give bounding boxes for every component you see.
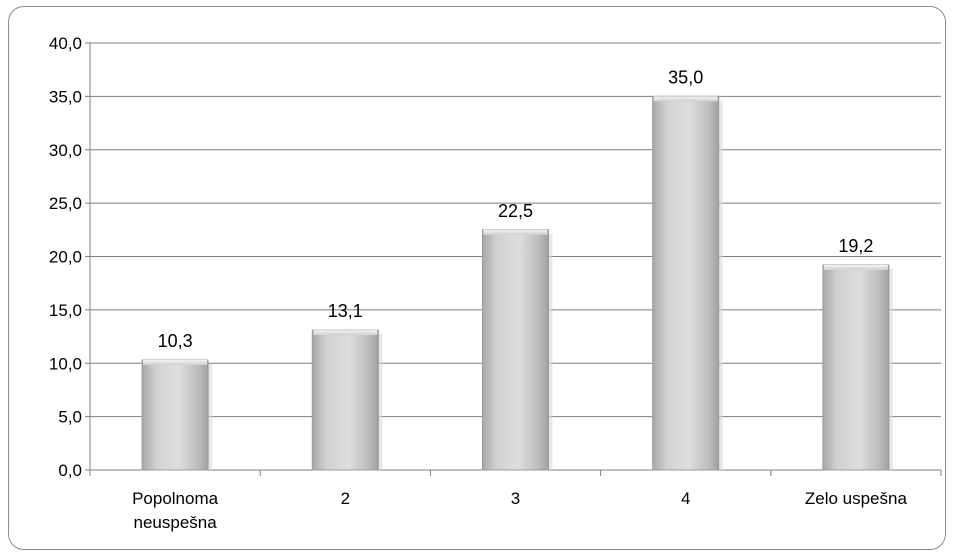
bar — [141, 359, 209, 471]
bar — [311, 329, 379, 471]
bar — [822, 264, 890, 471]
gridlines — [90, 42, 941, 418]
bars — [141, 95, 893, 471]
x-tick-label: Popolnoma — [132, 489, 219, 508]
y-tick-label: 10,0 — [49, 354, 82, 373]
y-tick-label: 30,0 — [49, 141, 82, 160]
x-tick-label: 4 — [681, 489, 690, 508]
bar-cap — [483, 229, 548, 235]
x-tick-label: 3 — [511, 489, 520, 508]
bar-cap — [143, 360, 208, 366]
data-label: 22,5 — [498, 201, 533, 221]
bar-cap — [823, 265, 888, 271]
y-tick-label: 15,0 — [49, 301, 82, 320]
bar — [482, 229, 549, 471]
y-tick-label: 5,0 — [58, 408, 82, 427]
x-tick-label: neuspešna — [134, 513, 218, 532]
x-tick-label: 2 — [341, 489, 350, 508]
bar-cap — [653, 96, 718, 102]
bar-cap — [313, 330, 378, 336]
labels: 0,0 5,0 10,0 15,0 20,0 25,0 30,0 35,0 40,0 10,3 Po… — [49, 34, 908, 532]
y-tick-label: 25,0 — [49, 194, 82, 213]
data-label: 10,3 — [158, 331, 193, 351]
x-tick-label: Zelo uspešna — [805, 489, 908, 508]
data-label: 35,0 — [668, 67, 703, 87]
y-tick-label: 35,0 — [49, 87, 82, 106]
data-label: 13,1 — [328, 301, 363, 321]
y-tick-label: 20,0 — [49, 248, 82, 267]
y-tick-label: 40,0 — [49, 34, 82, 53]
y-tick-label: 0,0 — [58, 461, 82, 480]
bar — [652, 95, 720, 471]
data-label: 19,2 — [838, 236, 873, 256]
